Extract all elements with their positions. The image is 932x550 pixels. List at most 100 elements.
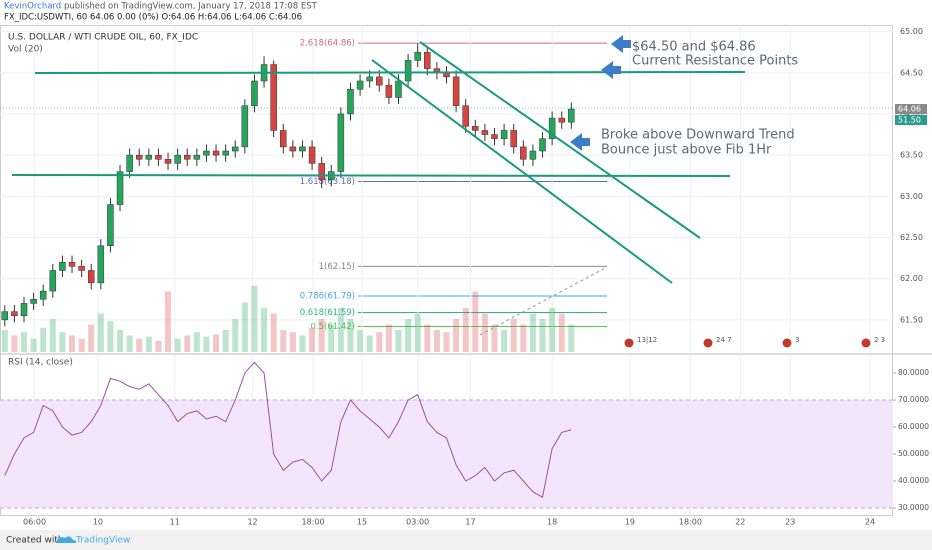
volume-bar xyxy=(376,332,383,352)
candle-body xyxy=(568,108,575,123)
volume-bar xyxy=(145,336,152,352)
volume-bar xyxy=(184,335,191,352)
arrows xyxy=(570,35,631,151)
volume-bar xyxy=(30,338,37,352)
arrow xyxy=(611,35,631,53)
event-label: 24 7 xyxy=(716,336,732,344)
footer-brand[interactable]: TradingView xyxy=(75,536,130,546)
candle-body xyxy=(78,266,85,271)
x-tick-label: 23 xyxy=(785,518,795,527)
volume-bar xyxy=(222,330,229,352)
candle-body xyxy=(174,154,181,164)
candle-body xyxy=(87,270,95,284)
volume-bar xyxy=(251,286,258,352)
volume-bar xyxy=(328,324,335,352)
volume-bar xyxy=(501,330,508,352)
candle-body xyxy=(126,154,133,172)
candle-body xyxy=(164,159,172,164)
candle-body xyxy=(500,130,508,139)
y-tick-label: 61.50 xyxy=(900,315,923,324)
volume-bar xyxy=(414,313,421,352)
candle-body xyxy=(1,311,9,321)
rsi-tick-label: 60.0000 xyxy=(898,422,929,431)
volume-bar xyxy=(520,324,527,352)
candle-body xyxy=(251,80,258,106)
rsi-tick-label: 50.0000 xyxy=(898,449,929,458)
volume-label: 51.50 xyxy=(898,116,921,125)
event-icon xyxy=(781,337,793,349)
x-tick-label: 18 xyxy=(547,518,557,527)
volume-bar xyxy=(203,336,210,352)
volume-bar xyxy=(549,308,556,352)
volume-bar xyxy=(49,319,56,352)
author[interactable]: KevinOrchard xyxy=(4,2,61,12)
volume-bar xyxy=(472,291,479,352)
volume-bar xyxy=(568,324,575,352)
trend-line xyxy=(419,41,701,239)
x-tick-label: 17 xyxy=(465,518,475,527)
volume-bar xyxy=(107,321,114,352)
volume-bar xyxy=(443,332,450,352)
candle-body xyxy=(395,80,402,98)
volume-bar xyxy=(405,319,412,352)
volume-bar xyxy=(481,313,488,352)
volume-bar xyxy=(289,332,296,352)
candle-body xyxy=(539,138,546,152)
candle-body xyxy=(183,154,191,160)
candle-body xyxy=(347,88,354,115)
pane-title: U.S. DOLLAR / WTI CRUDE OIL, 60, FX_IDC xyxy=(8,33,198,43)
candle-body xyxy=(299,146,306,152)
volume-bar xyxy=(424,324,431,352)
y-tick-label: 62.00 xyxy=(900,274,923,283)
event-icon xyxy=(623,337,635,349)
drawings xyxy=(11,41,746,284)
candle-body xyxy=(356,80,364,90)
candle-body xyxy=(558,117,565,123)
candle-body xyxy=(116,171,124,205)
candle-body xyxy=(270,64,277,131)
annotation: $64.50 and $64.86 xyxy=(632,40,756,55)
fib-trend-line xyxy=(479,266,608,336)
y-tick-label: 64.50 xyxy=(900,68,923,77)
volume-bar xyxy=(126,335,133,352)
candle-body xyxy=(385,84,393,98)
volume-bar xyxy=(529,313,536,352)
volume-bar xyxy=(558,313,565,352)
candle-body xyxy=(30,299,37,304)
candle-body xyxy=(193,154,201,160)
event-icon xyxy=(702,337,714,349)
candle-body xyxy=(452,76,460,106)
x-tick-label: 03:00 xyxy=(406,518,429,527)
rsi-title: RSI (14, close) xyxy=(8,358,73,368)
fib-label: 0.618(61.59) xyxy=(300,308,355,318)
trend-line xyxy=(371,59,673,284)
fib-label: 1(62.15) xyxy=(319,262,355,272)
rsi-tick-label: 30.0000 xyxy=(898,503,929,512)
candle-body xyxy=(212,150,220,156)
candle-body xyxy=(520,146,527,160)
x-tick-label: 22 xyxy=(735,518,745,527)
rsi-tick-label: 40.0000 xyxy=(898,476,929,485)
volume-bar xyxy=(299,335,306,352)
candle-body xyxy=(424,51,431,69)
y-tick-label: 63.50 xyxy=(900,151,923,160)
x-tick-label: 06:00 xyxy=(23,518,46,527)
volume-bar xyxy=(174,338,181,352)
volume-bar xyxy=(1,330,8,352)
last-price-box xyxy=(895,104,927,115)
volume-bar xyxy=(433,330,440,352)
candle-body xyxy=(491,134,498,139)
candle-body xyxy=(337,113,345,172)
rsi-band xyxy=(0,400,893,508)
candle-body xyxy=(308,146,316,164)
volume-bar xyxy=(261,308,268,352)
candle-body xyxy=(376,76,383,86)
event-icon xyxy=(860,337,872,349)
candle-body xyxy=(203,150,210,156)
volume-bar xyxy=(241,302,248,352)
volume-bar xyxy=(59,332,66,352)
x-tick-label: 18:00 xyxy=(301,518,324,527)
annotation: Current Resistance Points xyxy=(632,54,798,69)
volume-bar xyxy=(270,313,277,352)
volume-bar xyxy=(318,319,325,352)
